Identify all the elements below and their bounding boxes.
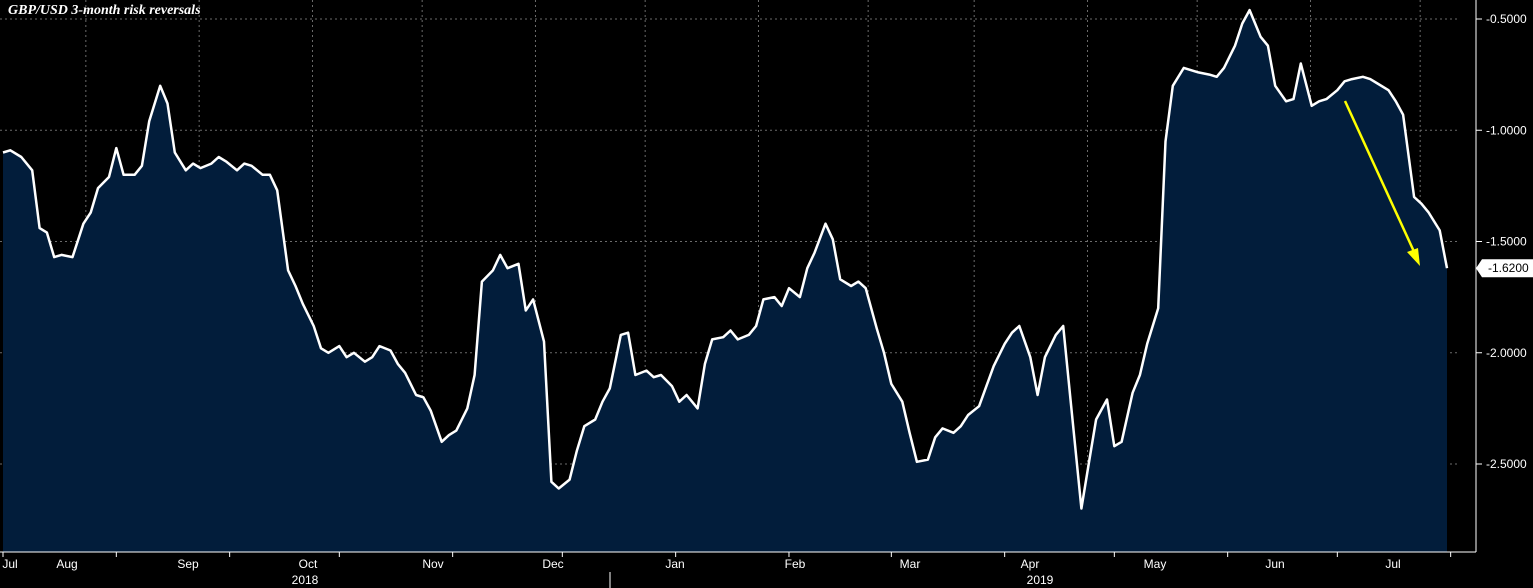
x-tick-label: Feb bbox=[785, 557, 806, 571]
arrow-shaft bbox=[1343, 100, 1418, 257]
y-tick-label: -1.0000 bbox=[1486, 123, 1527, 137]
x-tick-label: Jul bbox=[1385, 557, 1400, 571]
x-tick-label: Oct bbox=[299, 557, 318, 571]
y-tick-label: -2.0000 bbox=[1486, 346, 1527, 360]
series-area-fill bbox=[3, 10, 1447, 553]
last-value-box bbox=[1476, 259, 1533, 278]
series-line bbox=[2, 8, 1449, 510]
arrow-head bbox=[1407, 248, 1420, 266]
x-tick-label: Jun bbox=[1265, 557, 1284, 571]
x-tick-label: Jan bbox=[665, 557, 684, 571]
x-tick-label: Mar bbox=[900, 557, 921, 571]
last-value-label: -1.6200 bbox=[1476, 259, 1533, 278]
y-axis: -0.5000 -1.0000 -1.5000 -2.0000 -2.5000 bbox=[1475, 0, 1527, 552]
x-tick-label: Nov bbox=[422, 557, 443, 571]
chart-title: GBP/USD 3-month risk reversals bbox=[8, 3, 201, 18]
x-tick-label: Dec bbox=[542, 557, 563, 571]
x-tick-label: Aug bbox=[56, 557, 77, 571]
trend-arrow-annotation bbox=[1343, 100, 1420, 266]
last-value-text: -1.6200 bbox=[1488, 261, 1529, 275]
x-tick-label: Sep bbox=[177, 557, 199, 571]
y-tick-label: -2.5000 bbox=[1486, 457, 1527, 471]
year-label-2019: 2019 bbox=[1027, 573, 1054, 587]
x-axis: Jul Aug Sep Oct Nov Dec Jan Feb Mar Apr May Jun Jul 2… bbox=[0, 551, 1476, 588]
x-tick-label: Apr bbox=[1021, 557, 1040, 571]
y-tick-label: -1.5000 bbox=[1486, 235, 1527, 249]
x-tick-label: May bbox=[1144, 557, 1167, 571]
x-tick-label: Jul bbox=[2, 557, 17, 571]
y-tick-label: -0.5000 bbox=[1486, 12, 1527, 26]
year-label-2018: 2018 bbox=[292, 573, 319, 587]
